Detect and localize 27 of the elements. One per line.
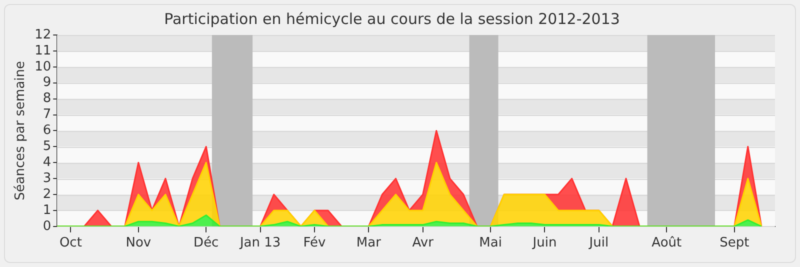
- y-axis-title: Séances par semaine: [13, 60, 28, 200]
- y-tick-label: 0: [42, 218, 52, 234]
- x-tick-label: Déc: [194, 236, 219, 251]
- x-tick-label: Mar: [356, 236, 382, 251]
- y-tick-label: 12: [34, 27, 52, 42]
- y-tick-label: 6: [42, 123, 52, 138]
- x-tick-label: Oct: [59, 236, 82, 251]
- chart-title: Participation en hémicycle au cours de la session 2012-2013: [164, 10, 620, 28]
- y-tick-label: 5: [42, 139, 52, 154]
- x-tick-label: Avr: [412, 236, 434, 251]
- x-tick-label: Fév: [303, 236, 326, 251]
- x-tick-label: Juin: [532, 236, 557, 251]
- x-tick-label: Sept: [720, 236, 750, 251]
- x-tick-label: Juil: [588, 236, 609, 251]
- x-tick-label: Août: [652, 236, 682, 251]
- y-tick-label: 4: [42, 154, 52, 170]
- y-tick-label: 10: [34, 59, 52, 74]
- y-tick-label: 8: [42, 91, 52, 106]
- x-tick-label: Mai: [479, 236, 502, 251]
- x-tick-label: Jan 13: [238, 236, 281, 251]
- y-tick-label: 11: [34, 43, 52, 58]
- y-tick-label: 2: [42, 186, 52, 202]
- y-tick-label: 7: [42, 107, 52, 122]
- y-tick-label: 3: [42, 170, 52, 186]
- y-tick-label: 1: [42, 202, 52, 218]
- y-tick-label: 9: [42, 75, 52, 90]
- x-tick-label: Nov: [126, 236, 152, 251]
